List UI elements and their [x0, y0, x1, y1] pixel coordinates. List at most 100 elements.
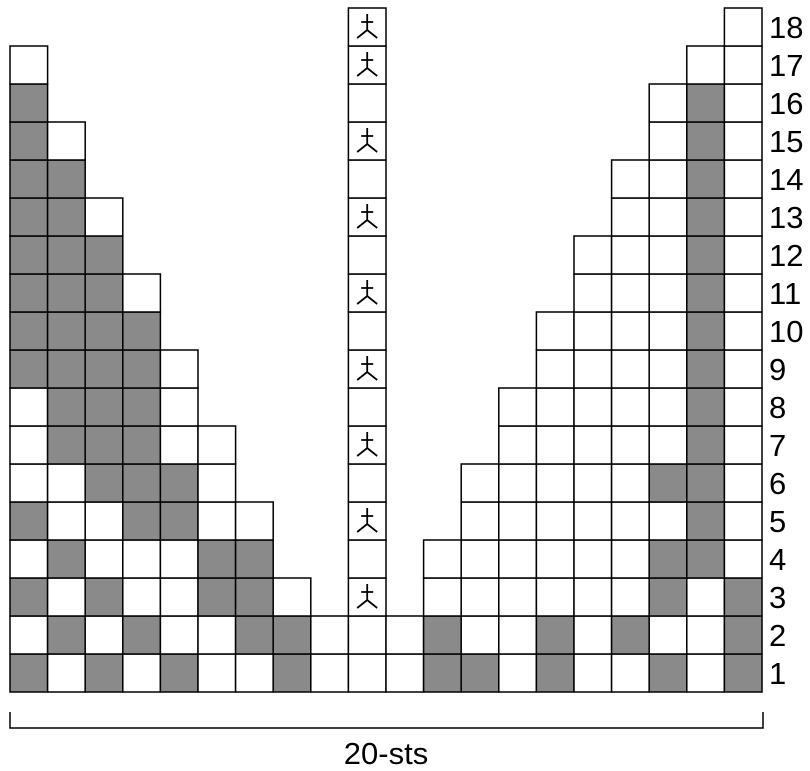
- filled-stitch-cell: [9, 349, 49, 389]
- filled-stitch-cell: [84, 387, 124, 427]
- empty-stitch-cell: [723, 349, 763, 389]
- empty-stitch-cell: [573, 615, 613, 655]
- empty-stitch-cell: [723, 539, 763, 579]
- filled-stitch-cell: [122, 387, 162, 427]
- empty-stitch-cell: [347, 653, 387, 693]
- filled-stitch-cell: [723, 577, 763, 617]
- row-label: 2: [769, 618, 786, 653]
- row-label: 8: [769, 390, 786, 425]
- empty-stitch-cell: [610, 311, 650, 351]
- filled-stitch-cell: [9, 121, 49, 161]
- decrease-symbol-icon: [356, 14, 378, 39]
- filled-stitch-cell: [686, 539, 726, 579]
- empty-stitch-cell: [648, 387, 688, 427]
- empty-stitch-cell: [723, 45, 763, 85]
- filled-stitch-cell: [46, 235, 86, 275]
- empty-stitch-cell: [46, 653, 86, 693]
- empty-stitch-cell: [159, 425, 199, 465]
- filled-stitch-cell: [159, 653, 199, 693]
- filled-stitch-cell: [9, 273, 49, 313]
- empty-stitch-cell: [573, 273, 613, 313]
- filled-stitch-cell: [122, 463, 162, 503]
- row-label: 12: [769, 238, 803, 273]
- empty-stitch-cell: [460, 539, 500, 579]
- empty-stitch-cell: [347, 159, 387, 199]
- filled-stitch-cell: [686, 197, 726, 237]
- row-label: 6: [769, 466, 786, 501]
- stitch-width-label: 20-sts: [344, 736, 428, 771]
- empty-stitch-cell: [122, 577, 162, 617]
- empty-stitch-cell: [46, 463, 86, 503]
- empty-stitch-cell: [535, 539, 575, 579]
- filled-stitch-cell: [84, 273, 124, 313]
- empty-stitch-cell: [347, 311, 387, 351]
- filled-stitch-cell: [46, 615, 86, 655]
- empty-stitch-cell: [723, 7, 763, 47]
- filled-stitch-cell: [686, 349, 726, 389]
- empty-stitch-cell: [573, 311, 613, 351]
- empty-stitch-cell: [460, 615, 500, 655]
- empty-stitch-cell: [573, 653, 613, 693]
- decrease-symbol-icon: [356, 280, 378, 305]
- empty-stitch-cell: [723, 463, 763, 503]
- filled-stitch-cell: [46, 539, 86, 579]
- empty-stitch-cell: [310, 653, 350, 693]
- empty-stitch-cell: [723, 121, 763, 161]
- empty-stitch-cell: [610, 273, 650, 313]
- filled-stitch-cell: [9, 159, 49, 199]
- empty-stitch-cell: [272, 577, 312, 617]
- filled-stitch-cell: [84, 425, 124, 465]
- filled-stitch-cell: [84, 235, 124, 275]
- empty-stitch-cell: [610, 501, 650, 541]
- filled-stitch-cell: [234, 539, 274, 579]
- empty-stitch-cell: [535, 577, 575, 617]
- empty-stitch-cell: [498, 425, 538, 465]
- empty-stitch-cell: [159, 349, 199, 389]
- empty-stitch-cell: [573, 349, 613, 389]
- empty-stitch-cell: [723, 235, 763, 275]
- width-bracket: [9, 712, 764, 729]
- row-label: 17: [769, 48, 803, 83]
- decrease-symbol-icon: [356, 432, 378, 457]
- empty-stitch-cell: [347, 463, 387, 503]
- filled-stitch-cell: [648, 463, 688, 503]
- empty-stitch-cell: [498, 463, 538, 503]
- empty-stitch-cell: [573, 501, 613, 541]
- filled-stitch-cell: [46, 273, 86, 313]
- empty-stitch-cell: [498, 387, 538, 427]
- row-label: 16: [769, 86, 803, 121]
- decrease-symbol-icon: [356, 584, 378, 609]
- row-label: 11: [769, 276, 801, 311]
- filled-stitch-cell: [686, 501, 726, 541]
- filled-stitch-cell: [46, 425, 86, 465]
- row-label: 7: [769, 428, 786, 463]
- empty-stitch-cell: [460, 501, 500, 541]
- empty-stitch-cell: [234, 653, 274, 693]
- empty-stitch-cell: [648, 273, 688, 313]
- empty-stitch-cell: [46, 577, 86, 617]
- filled-stitch-cell: [648, 577, 688, 617]
- filled-stitch-cell: [84, 653, 124, 693]
- filled-stitch-cell: [686, 425, 726, 465]
- empty-stitch-cell: [84, 615, 124, 655]
- empty-stitch-cell: [686, 653, 726, 693]
- empty-stitch-cell: [723, 197, 763, 237]
- empty-stitch-cell: [610, 197, 650, 237]
- empty-stitch-cell: [648, 159, 688, 199]
- empty-stitch-cell: [9, 387, 49, 427]
- empty-stitch-cell: [122, 539, 162, 579]
- filled-stitch-cell: [122, 349, 162, 389]
- filled-stitch-cell: [686, 273, 726, 313]
- filled-stitch-cell: [46, 311, 86, 351]
- row-label: 9: [769, 352, 786, 387]
- empty-stitch-cell: [573, 235, 613, 275]
- row-label: 14: [769, 162, 803, 197]
- filled-stitch-cell: [422, 615, 462, 655]
- empty-stitch-cell: [84, 539, 124, 579]
- filled-stitch-cell: [610, 615, 650, 655]
- filled-stitch-cell: [159, 463, 199, 503]
- row-label: 3: [769, 580, 786, 615]
- empty-stitch-cell: [159, 577, 199, 617]
- filled-stitch-cell: [234, 577, 274, 617]
- filled-stitch-cell: [84, 311, 124, 351]
